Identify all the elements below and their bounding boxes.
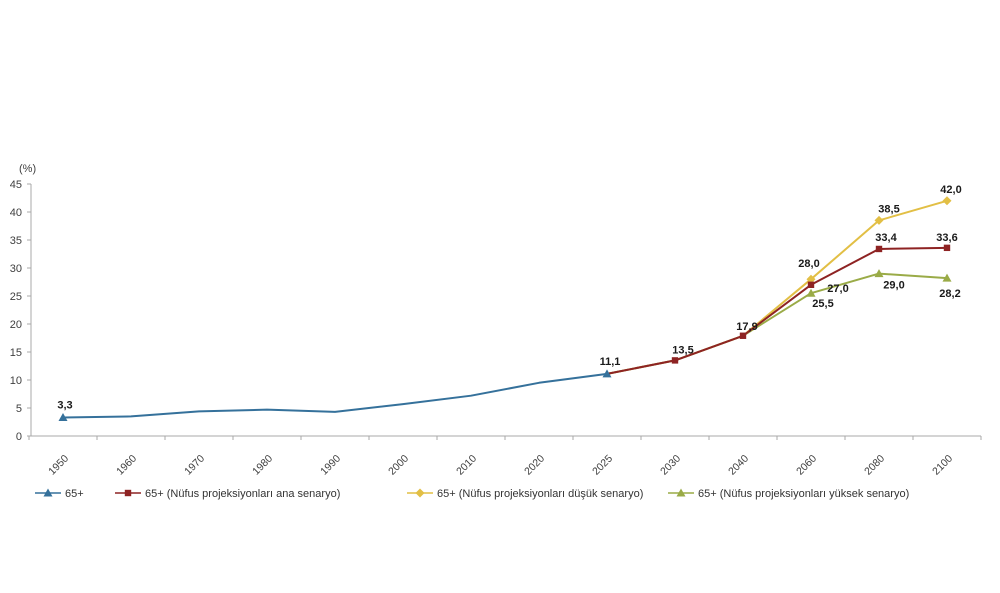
- data-label: 33,4: [875, 232, 897, 244]
- legend-item-yuksek-senaryo: 65+ (Nüfus projeksiyonları yüksek senary…: [668, 488, 909, 500]
- data-label: 17,9: [736, 321, 757, 333]
- data-label: 3,3: [57, 400, 72, 412]
- series-line-ana-senaryo: [606, 246, 948, 375]
- x-tick-label: 1960: [114, 453, 139, 478]
- legend-label: 65+: [65, 488, 84, 500]
- y-tick-label: 10: [10, 375, 22, 387]
- data-label: 27,0: [827, 283, 848, 295]
- data-label: 28,2: [939, 288, 960, 300]
- x-tick-label: 2100: [930, 453, 955, 478]
- legend-item-ana-senaryo: 65+ (Nüfus projeksiyonları ana senaryo): [115, 488, 340, 500]
- square-marker: [943, 244, 951, 252]
- triangle-marker: [602, 369, 612, 378]
- legend-label: 65+ (Nüfus projeksiyonları düşük senaryo…: [437, 488, 643, 500]
- legend-triangle-marker-icon: [676, 488, 686, 497]
- x-tick-label: 2000: [386, 453, 411, 478]
- series-ana-senaryo: [606, 244, 951, 375]
- x-tick-label: 2060: [794, 453, 819, 478]
- x-tick-label: 2030: [658, 453, 683, 478]
- x-tick-label: 1980: [250, 453, 275, 478]
- y-tick-label: 25: [10, 291, 22, 303]
- x-tick-label: 2020: [522, 453, 547, 478]
- diamond-marker: [806, 274, 816, 284]
- legend-item-dusuk-senaryo: 65+ (Nüfus projeksiyonları düşük senaryo…: [407, 488, 643, 500]
- data-label: 29,0: [883, 280, 904, 292]
- y-tick-label: 5: [16, 403, 22, 415]
- data-label: 11,1: [600, 356, 621, 368]
- square-marker: [875, 245, 883, 253]
- square-marker: [671, 357, 679, 364]
- x-tick-label: 1950: [46, 453, 71, 478]
- diamond-marker: [942, 196, 952, 206]
- y-axis-unit-label: (%): [19, 163, 37, 175]
- y-tick-label: 35: [10, 235, 22, 247]
- y-tick-label: 0: [16, 431, 22, 443]
- y-tick-label: 45: [10, 179, 22, 191]
- y-tick-label: 40: [10, 207, 22, 219]
- series-line-65plus: [62, 372, 608, 419]
- legend-label: 65+ (Nüfus projeksiyonları ana senaryo): [145, 488, 340, 500]
- data-label: 33,6: [936, 232, 957, 244]
- square-marker: [739, 332, 747, 339]
- y-tick-label: 15: [10, 347, 22, 359]
- diamond-marker: [874, 215, 884, 225]
- x-tick-label: 2080: [862, 453, 887, 478]
- triangle-marker: [58, 413, 68, 422]
- data-label: 38,5: [878, 203, 899, 215]
- x-tick-label: 1990: [318, 453, 343, 478]
- legend-triangle-marker-icon: [43, 488, 53, 497]
- square-marker: [807, 281, 815, 288]
- data-label: 25,5: [812, 298, 833, 310]
- legend: 65+ 65+ (Nüfus projeksiyonları ana senary…: [35, 488, 909, 500]
- data-label: 42,0: [940, 184, 961, 196]
- legend-item-65plus: 65+: [35, 488, 84, 500]
- triangle-marker: [806, 288, 816, 297]
- x-tick-label: 2040: [726, 453, 751, 478]
- triangle-marker: [942, 273, 952, 282]
- data-label: 13,5: [672, 344, 693, 356]
- x-tick-label: 1970: [182, 453, 207, 478]
- y-tick-label: 30: [10, 263, 22, 275]
- x-tick-label: 2010: [454, 453, 479, 478]
- series-65plus: [58, 369, 612, 422]
- legend-diamond-marker-icon: [415, 488, 425, 498]
- legend-square-marker-icon: [124, 489, 132, 497]
- data-label: 28,0: [798, 258, 819, 270]
- y-tick-label: 20: [10, 319, 22, 331]
- x-tick-label: 2025: [590, 453, 615, 478]
- legend-label: 65+ (Nüfus projeksiyonları yüksek senary…: [698, 488, 909, 500]
- triangle-marker: [874, 269, 884, 278]
